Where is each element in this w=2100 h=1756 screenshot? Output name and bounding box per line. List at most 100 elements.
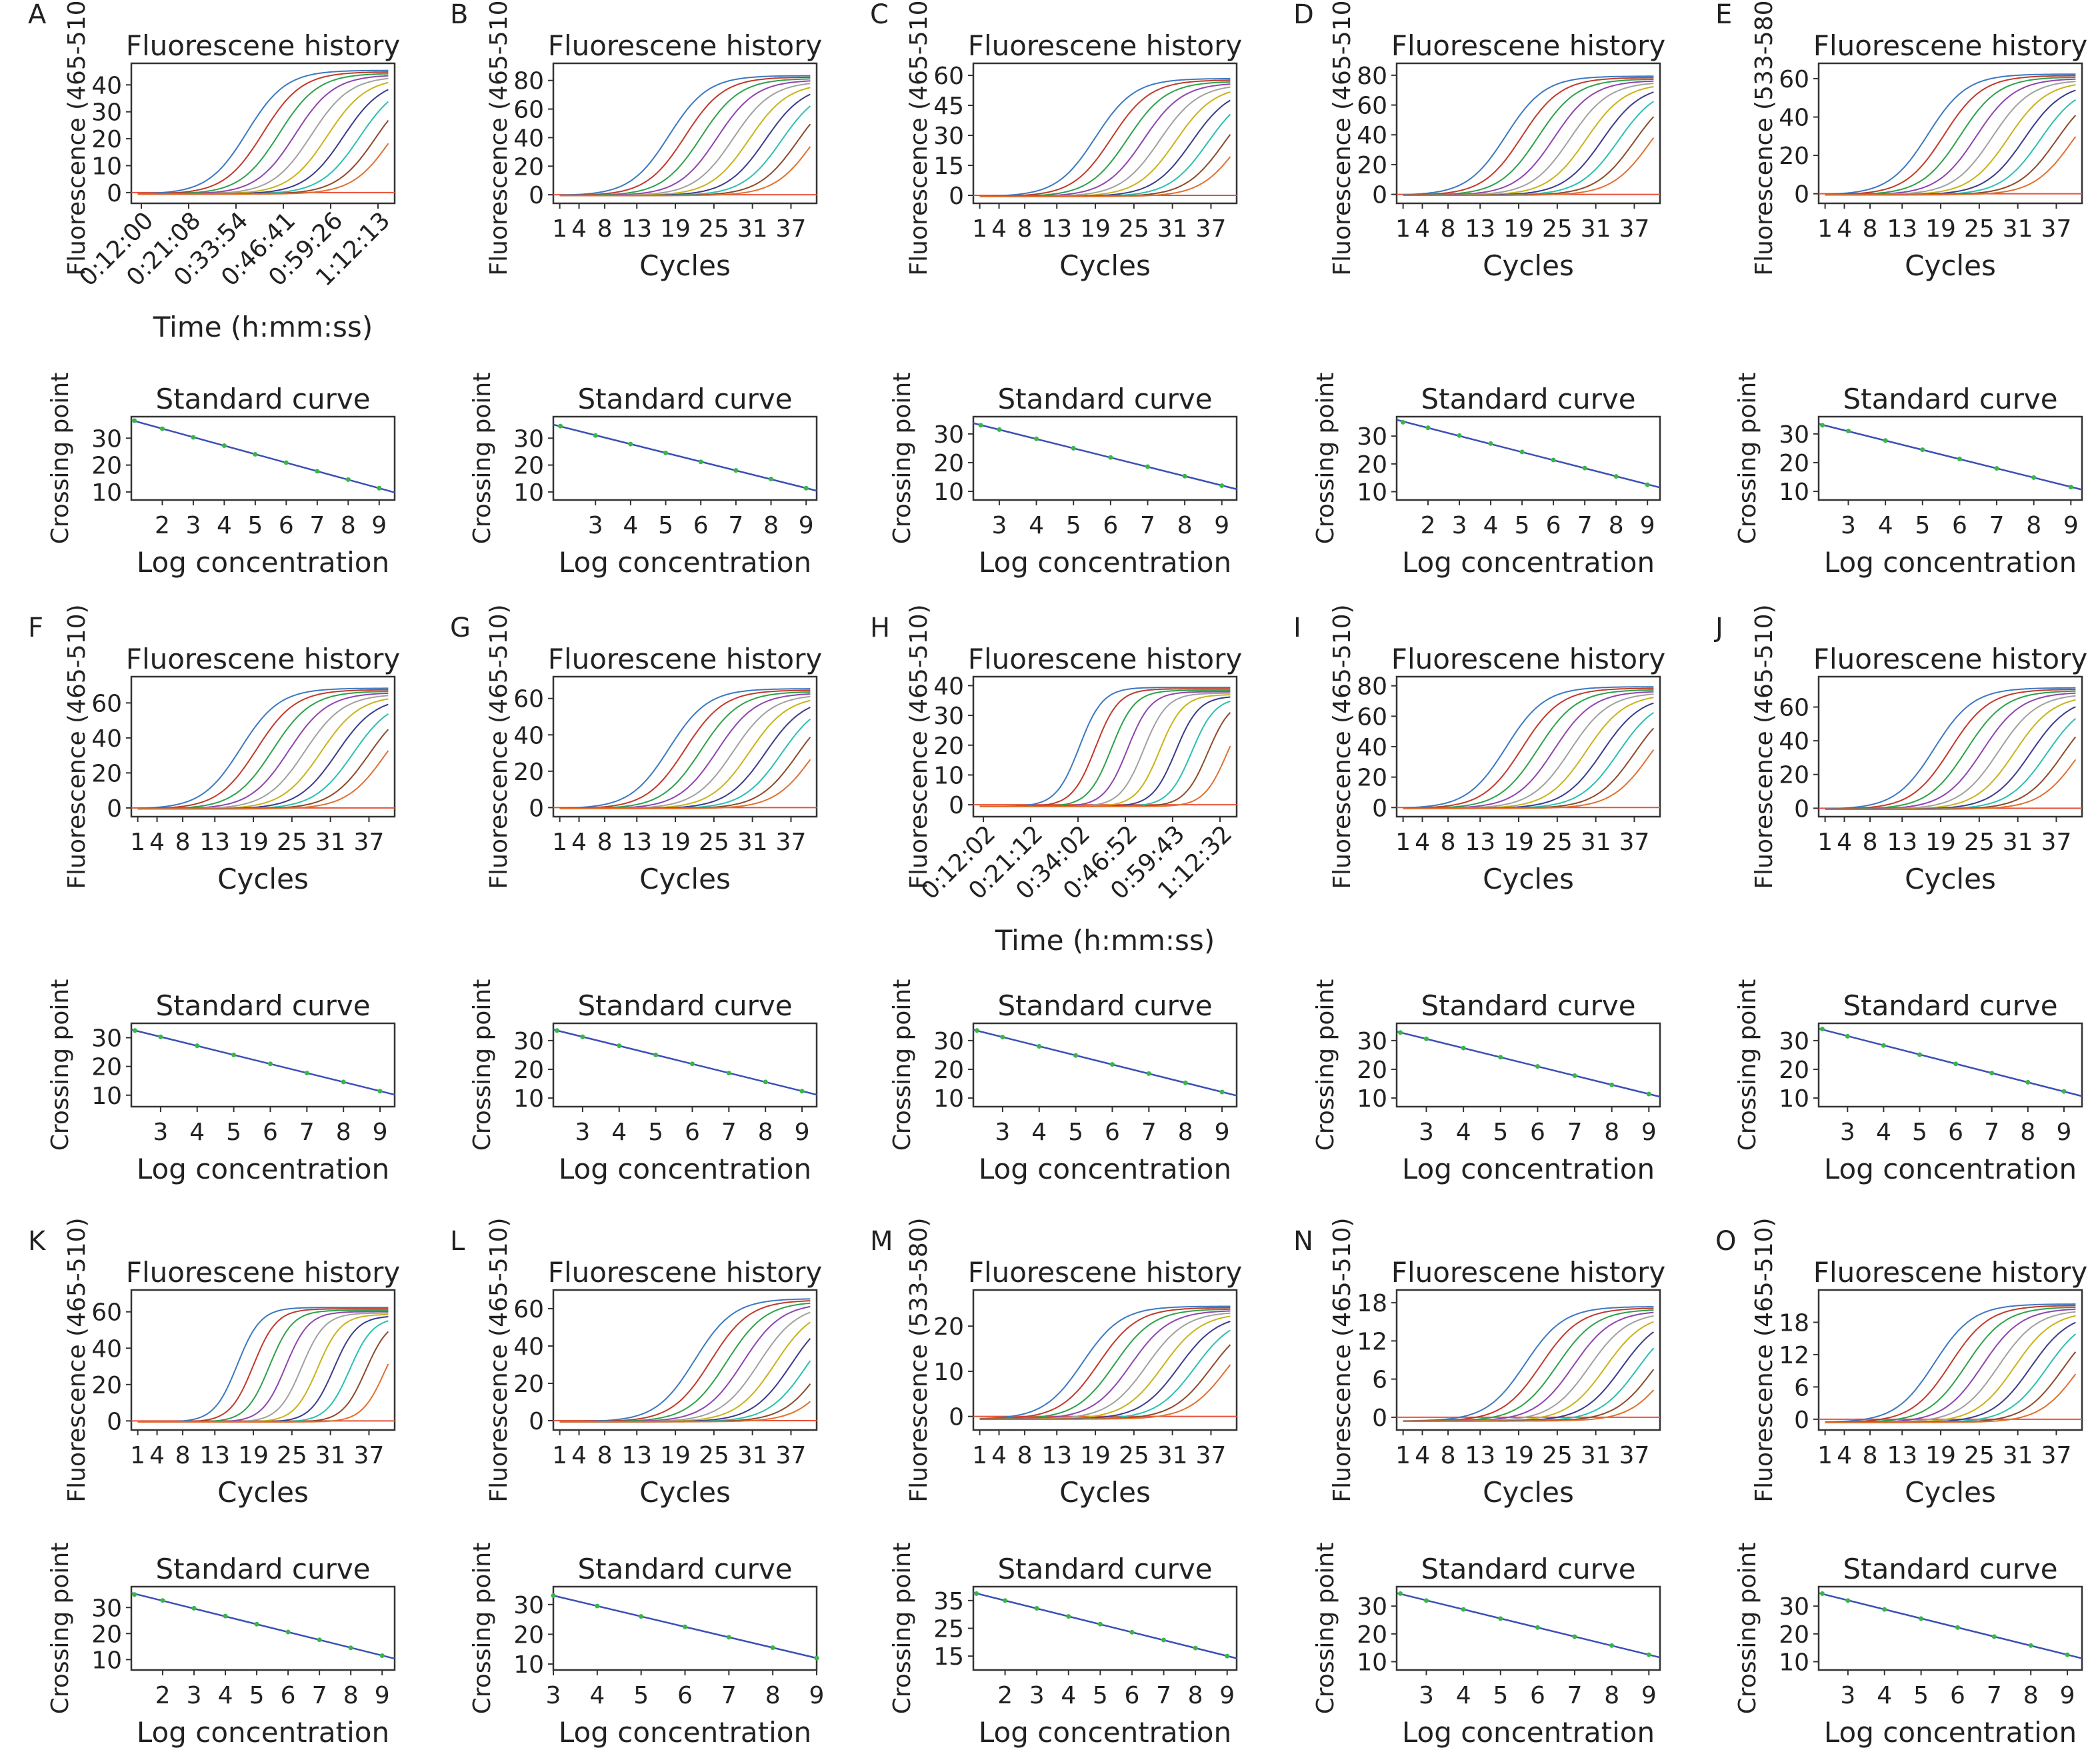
- x-tick-label: 31: [315, 829, 346, 856]
- y-tick-label: 60: [91, 1299, 122, 1327]
- x-tick-label: 6: [1546, 512, 1561, 539]
- x-tick-label: 3: [1419, 1119, 1434, 1146]
- regression-line: [131, 1029, 395, 1096]
- amplification-curve: [979, 688, 1231, 807]
- fluorescence-title: Fluorescene history: [1813, 1256, 2087, 1289]
- standard-point: [1073, 1053, 1079, 1058]
- standard-curve-title: Standard curve: [1421, 1553, 1635, 1585]
- amplification-curve: [559, 1298, 811, 1423]
- standard-point: [160, 1598, 165, 1603]
- x-tick-label: 3: [995, 1119, 1010, 1146]
- y-tick-label: 20: [1357, 451, 1387, 479]
- x-axis-label: Time (h:mm:ss): [995, 924, 1215, 957]
- y-tick-label: 10: [1357, 1085, 1387, 1113]
- x-axis-label: Log concentration: [979, 546, 1231, 579]
- panel-letter: K: [28, 1226, 47, 1257]
- x-tick-label: 13: [1465, 829, 1495, 856]
- amplification-curve: [979, 1305, 1231, 1419]
- plot-frame: [972, 62, 1238, 205]
- panel-letter: F: [28, 613, 43, 643]
- x-tick-label: 4: [149, 829, 165, 856]
- y-axis-label: Fluorescence (465-510): [905, 0, 933, 276]
- amplification-curve: [1825, 759, 2077, 810]
- y-tick-label: 40: [1779, 105, 1809, 132]
- y-tick-label: 0: [529, 795, 544, 822]
- y-tick-label: 10: [513, 1085, 544, 1113]
- x-tick-label: 8: [1017, 1442, 1033, 1469]
- x-tick-label: 9: [1640, 512, 1655, 539]
- standard-point: [974, 1028, 979, 1033]
- x-tick-label: 19: [1503, 829, 1534, 856]
- x-tick-label: 4: [611, 1119, 627, 1146]
- x-tick-label: 25: [1964, 1442, 1995, 1469]
- standard-point: [1646, 1091, 1651, 1097]
- fluorescence-title: Fluorescene history: [968, 29, 1242, 62]
- standard-curve-title: Standard curve: [1843, 1553, 2057, 1585]
- amplification-curve: [979, 1310, 1231, 1420]
- x-tick-label: 8: [1604, 1119, 1619, 1146]
- y-tick-label: 0: [1794, 181, 1809, 209]
- standard-point: [1108, 455, 1113, 460]
- amplification-curve: [559, 80, 811, 197]
- amplification-curve: [1403, 101, 1654, 196]
- standard-point: [377, 485, 382, 491]
- standard-point: [1991, 1634, 1997, 1639]
- y-tick-label: 10: [1357, 479, 1387, 507]
- standard-curve-title: Standard curve: [997, 989, 1212, 1022]
- standard-curve-title: Standard curve: [1421, 989, 1635, 1022]
- x-tick-label: 1: [552, 1442, 567, 1469]
- y-tick-label: 30: [91, 425, 122, 453]
- plot-frame: [1395, 415, 1661, 501]
- standard-curve-title: Standard curve: [577, 383, 792, 415]
- regression-line: [973, 422, 1237, 490]
- standard-point: [799, 1089, 805, 1094]
- x-tick-label: 6: [1950, 1682, 1965, 1709]
- x-tick-label: 8: [341, 512, 356, 539]
- standard-point: [253, 451, 258, 457]
- x-tick-label: 9: [2056, 1119, 2071, 1146]
- amplification-curve: [137, 691, 389, 810]
- standard-point: [1461, 1607, 1466, 1612]
- standard-point: [1535, 1625, 1540, 1630]
- plot-frame: [552, 1289, 818, 1431]
- x-tick-label: 19: [660, 215, 691, 243]
- x-tick-label: 31: [315, 1442, 346, 1469]
- y-axis-label: Crossing point: [889, 979, 916, 1151]
- regression-line: [553, 1029, 817, 1096]
- standard-point: [554, 1028, 559, 1033]
- standard-point: [1955, 1625, 1960, 1630]
- x-tick-label: 7: [1577, 512, 1593, 539]
- x-tick-label: 37: [1196, 1442, 1227, 1469]
- x-tick-label: 25: [1542, 829, 1573, 856]
- x-tick-label: 4: [1415, 829, 1430, 856]
- y-tick-label: 12: [1779, 1342, 1809, 1369]
- y-tick-label: 80: [1357, 63, 1387, 90]
- amplification-curve: [559, 1300, 811, 1423]
- amplification-curve: [979, 113, 1231, 197]
- plot-frame: [972, 1022, 1238, 1108]
- standard-point: [1071, 445, 1076, 451]
- y-axis-label: Fluorescence (465-510): [485, 604, 513, 889]
- panel-letter: L: [450, 1226, 465, 1257]
- x-tick-label: 8: [597, 215, 613, 243]
- plot-frame: [1817, 62, 2083, 205]
- amplification-curve: [137, 77, 389, 195]
- standard-point: [726, 1635, 731, 1640]
- amplification-curve: [137, 695, 389, 810]
- amplification-curve: [1825, 78, 2076, 196]
- standard-point: [803, 485, 809, 491]
- y-tick-label: 40: [91, 725, 122, 753]
- x-tick-label: 8: [336, 1119, 351, 1146]
- y-tick-label: 0: [1372, 1405, 1387, 1432]
- x-tick-label: 4: [1877, 1682, 1892, 1709]
- x-axis-label: Log concentration: [137, 546, 389, 579]
- standard-point: [1457, 433, 1462, 438]
- x-tick-label: 13: [1041, 1442, 1072, 1469]
- standard-point: [315, 469, 320, 474]
- y-axis-label: Crossing point: [47, 373, 74, 545]
- x-tick-label: 9: [799, 512, 814, 539]
- y-tick-label: 20: [1357, 1057, 1387, 1084]
- x-tick-label: 1: [1817, 1442, 1833, 1469]
- y-tick-label: 10: [1357, 1649, 1387, 1677]
